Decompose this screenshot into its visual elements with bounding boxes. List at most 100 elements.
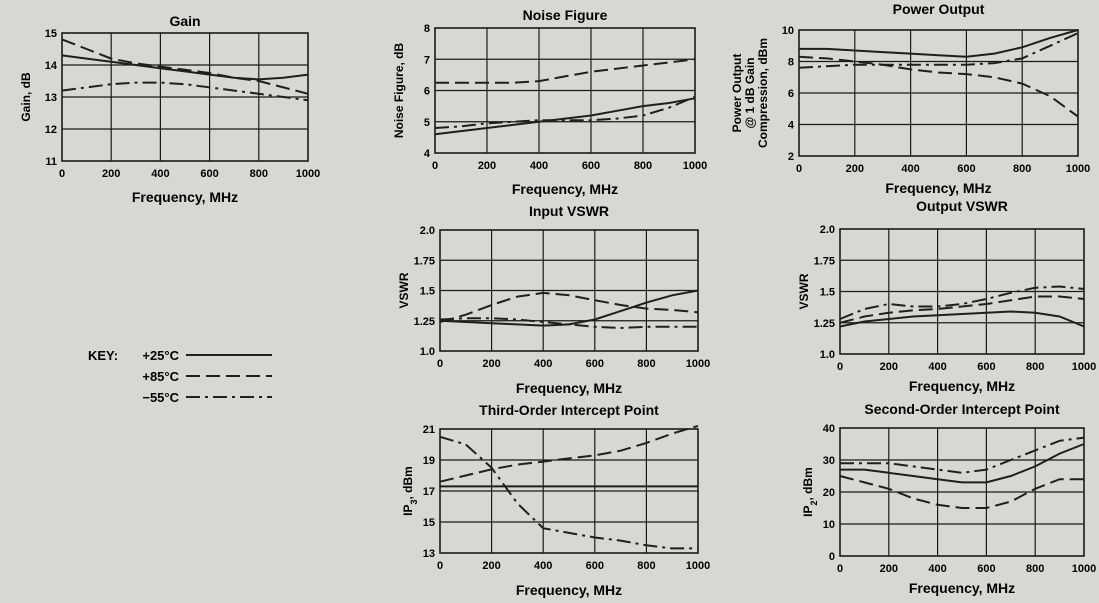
x-axis-label: Frequency, MHz (885, 180, 991, 196)
x-tick-label: 600 (977, 563, 995, 575)
y-tick-label: 0 (829, 551, 835, 563)
series-line-dashdot (840, 436, 1085, 474)
series-line-dashed (798, 55, 1079, 118)
plot-frame (439, 428, 699, 554)
x-tick-label: 800 (1013, 163, 1031, 175)
power-chart: 0 200 400 600 800 1000 2 4 6 8 10 Power Output Frequ… (730, 1, 1090, 196)
series-line-dashed (839, 295, 1085, 324)
series-line-solid (839, 310, 1085, 328)
series-line-solid (840, 443, 1085, 484)
y-tick-label: 14 (45, 60, 58, 72)
x-tick-label: 200 (102, 168, 120, 180)
y-tick-label: 30 (823, 455, 835, 467)
x-axis-label: Frequency, MHz (512, 181, 618, 197)
x-tick-label: 600 (200, 168, 218, 180)
legend-label: +85°C (142, 369, 179, 384)
x-tick-label: 400 (151, 168, 169, 180)
series-line-solid (61, 54, 309, 81)
plot-frame (434, 27, 696, 154)
y-tick-label: 2.0 (420, 225, 435, 237)
y-tick-label: 19 (423, 455, 435, 467)
ip2-chart: 0 200 400 600 800 1000 0 10 20 30 40 Second-Order I… (801, 401, 1096, 596)
plot-frame (839, 228, 1085, 355)
noise-chart: 0 200 400 600 800 1000 4 5 6 7 8 Noise Figure Freque… (392, 7, 707, 197)
y-tick-label: 5 (424, 117, 430, 129)
y-tick-label: 13 (423, 548, 435, 560)
chart-title: Input VSWR (529, 203, 609, 219)
series-line-dashdot (439, 317, 698, 330)
input_vswr-chart: 0 200 400 600 800 1000 1.0 1.25 1.5 1.75 2.0 Input … (397, 203, 710, 396)
x-tick-label: 200 (880, 563, 898, 575)
y-tick-label: 15 (423, 517, 435, 529)
y-tick-label: 1.75 (814, 255, 835, 267)
x-tick-label: 400 (928, 563, 946, 575)
y-tick-label: 4 (424, 148, 431, 160)
y-tick-label: 15 (45, 28, 57, 40)
chart-title: Second-Order Intercept Point (864, 401, 1060, 417)
legend-title: KEY: (88, 348, 118, 363)
x-tick-label: 0 (59, 168, 65, 180)
x-tick-label: 400 (928, 361, 946, 373)
x-tick-label: 0 (432, 160, 438, 172)
x-tick-label: 600 (586, 358, 604, 370)
series-line-dashdot (439, 435, 698, 550)
y-tick-label: 17 (423, 486, 435, 498)
x-tick-label: 1000 (296, 168, 320, 180)
series-line-dashed (839, 475, 1084, 509)
y-tick-label: 1.0 (820, 349, 835, 361)
x-axis-label: Frequency, MHz (909, 378, 1015, 394)
y-tick-label: 10 (823, 519, 835, 531)
y-tick-label: 2.0 (820, 224, 835, 236)
x-tick-label: 800 (1026, 563, 1044, 575)
ip3-chart: 0 200 400 600 800 1000 13 15 17 19 21 Third-Order I… (401, 402, 710, 598)
chart-title: Noise Figure (523, 7, 608, 23)
plot-frame (798, 29, 1079, 157)
y-tick-label: 1.0 (420, 346, 435, 358)
y-tick-label: 1.5 (420, 286, 435, 298)
x-axis-label: Frequency, MHz (132, 189, 238, 205)
series-line-dashdot (434, 95, 696, 129)
x-tick-label: 200 (482, 560, 500, 572)
gain-chart: 0 200 400 600 800 1000 11 12 13 14 15 Gain Frequency… (19, 13, 320, 205)
x-axis-label: Frequency, MHz (516, 380, 622, 396)
y-tick-label: 10 (782, 25, 794, 37)
y-tick-label: 1.75 (414, 255, 435, 267)
series-line-dashdot (798, 32, 1079, 69)
x-tick-label: 400 (530, 160, 548, 172)
x-tick-label: 400 (534, 560, 552, 572)
y-tick-label: 11 (45, 156, 57, 168)
x-axis-label: Frequency, MHz (516, 582, 622, 598)
y-tick-label: 40 (823, 423, 835, 435)
y-axis-label: VSWR (397, 272, 411, 308)
x-tick-label: 1000 (1072, 563, 1096, 575)
chart-title: Third-Order Intercept Point (479, 402, 659, 418)
x-tick-label: 800 (1026, 361, 1044, 373)
y-tick-label: 1.5 (820, 287, 835, 299)
y-tick-label: 1.25 (414, 316, 435, 328)
series-line-dashed (61, 38, 309, 95)
x-tick-label: 600 (586, 560, 604, 572)
y-axis-label: IP3, dBm (401, 466, 419, 516)
series-line-solid (799, 29, 1079, 58)
series-line-dashed (439, 291, 699, 323)
chart-title: Output VSWR (916, 198, 1008, 214)
x-tick-label: 0 (437, 358, 443, 370)
chart-title: Power Output (893, 1, 985, 17)
y-axis-label: @ 1 dB Gain (743, 57, 757, 128)
x-tick-label: 600 (957, 163, 975, 175)
output_vswr-chart: 0 200 400 600 800 1000 1.0 1.25 1.5 1.75 2.0 Output… (797, 198, 1096, 394)
x-tick-label: 800 (637, 358, 655, 370)
y-axis-label: Noise Figure, dB (392, 42, 406, 138)
x-tick-label: 200 (478, 160, 496, 172)
y-tick-label: 12 (45, 124, 57, 136)
x-tick-label: 400 (534, 358, 552, 370)
y-tick-label: 8 (788, 57, 794, 69)
y-tick-label: 13 (45, 92, 57, 104)
y-tick-label: 8 (424, 23, 430, 35)
x-tick-label: 0 (837, 361, 843, 373)
y-tick-label: 1.25 (814, 318, 835, 330)
chart-title: Gain (169, 13, 200, 29)
legend-key: KEY: +25°C +85°C −55°C (88, 348, 272, 405)
y-axis-label: Compression, dBm (756, 38, 770, 148)
